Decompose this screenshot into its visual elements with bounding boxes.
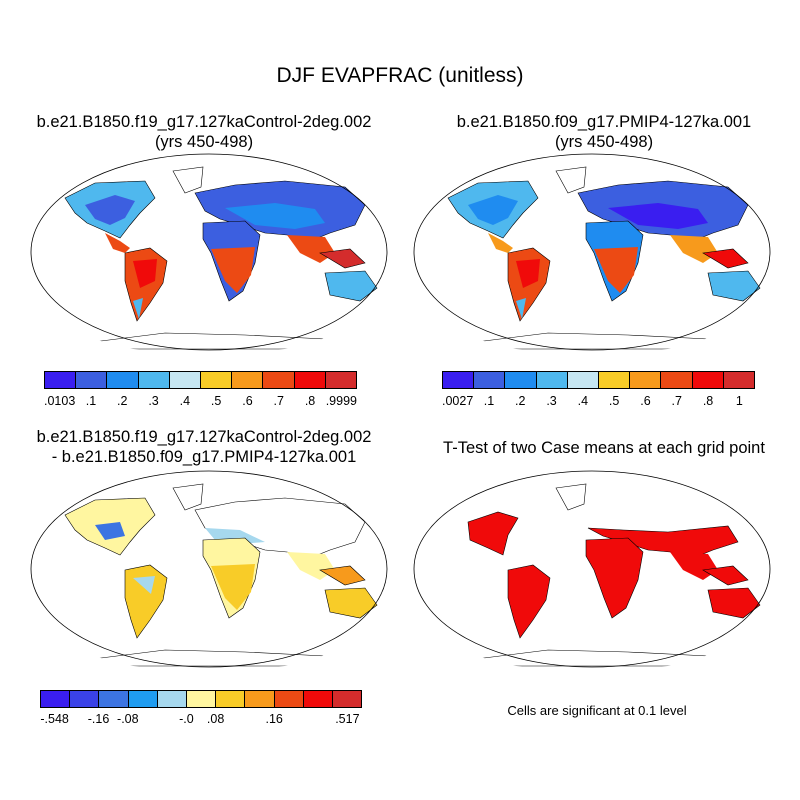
colorbar-pmip4-label: .8: [702, 394, 714, 408]
colorbar-pmip4-label: .7: [671, 394, 682, 408]
map-pmip4-svg: [413, 153, 771, 351]
colorbar-pmip4-label: .2: [515, 394, 526, 408]
colorbar-control-label: .3: [148, 394, 159, 408]
colorbar-difference-swatch: [274, 691, 304, 707]
colorbar-difference-swatch: [216, 691, 246, 707]
colorbar-difference-label: .08: [206, 712, 225, 726]
colorbar-pmip4-swatch: [723, 372, 755, 388]
colorbar-control-swatch: [201, 372, 233, 388]
map-control: [25, 153, 393, 351]
colorbar-difference-swatch: [332, 691, 362, 707]
colorbar-difference-swatch: [128, 691, 158, 707]
colorbar-pmip4-label: .4: [577, 394, 589, 408]
colorbar-pmip4-swatch: [599, 372, 631, 388]
panel-title-ttest-line1: T-Test of two Case means at each grid po…: [443, 439, 765, 457]
panel-title-pmip4-line1: b.e21.B1850.f09_g17.PMIP4-127ka.001: [456, 113, 752, 131]
panel-title-difference-line2: - b.e21.B1850.f09_g17.PMIP4-127ka.001: [51, 448, 357, 466]
map-pmip4: [408, 153, 776, 351]
colorbar-control-label: .6: [242, 394, 253, 408]
colorbar-pmip4-swatch: [474, 372, 506, 388]
colorbar-difference-swatch: [99, 691, 129, 707]
colorbar-control-swatch: [325, 372, 357, 388]
colorbar-difference-swatch: [303, 691, 333, 707]
map-difference-svg: [30, 470, 388, 668]
colorbar-pmip4-swatch: [692, 372, 724, 388]
colorbar-difference-swatch: [41, 691, 71, 707]
colorbar-control-swatch: [232, 372, 264, 388]
panel-title-control-line1: b.e21.B1850.f19_g17.127kaControl-2deg.00…: [36, 113, 372, 131]
colorbar-control-swatch: [76, 372, 108, 388]
colorbar-pmip4: [442, 371, 755, 389]
map-control-svg: [30, 153, 388, 351]
colorbar-difference-swatch: [245, 691, 275, 707]
colorbar-pmip4-label: .6: [640, 394, 651, 408]
colorbar-pmip4-swatch: [443, 372, 475, 388]
colorbar-pmip4-label: .0027: [442, 394, 474, 408]
colorbar-pmip4-swatch: [536, 372, 568, 388]
colorbar-difference-swatch: [186, 691, 217, 707]
colorbar-pmip4-swatch: [630, 372, 662, 388]
colorbar-pmip4-label: .3: [546, 394, 557, 408]
panel-title-difference: b.e21.B1850.f19_g17.127kaControl-2deg.00…: [8, 427, 400, 467]
colorbar-difference-label: -.16: [87, 712, 110, 726]
colorbar-difference-label: -.08: [117, 712, 139, 726]
colorbar-control-label: .0103: [44, 394, 76, 408]
colorbar-difference-label: -.548: [40, 712, 69, 726]
colorbar-difference-swatch: [157, 691, 187, 707]
colorbar-control-swatch: [138, 372, 170, 388]
colorbar-difference-swatch: [70, 691, 100, 707]
colorbar-pmip4-swatch: [505, 372, 537, 388]
map-ttest-svg: [413, 470, 771, 668]
colorbar-control-label: .2: [117, 394, 128, 408]
panel-title-control: b.e21.B1850.f19_g17.127kaControl-2deg.00…: [8, 112, 400, 152]
colorbar-control-label: .4: [179, 394, 191, 408]
colorbar-control-swatch: [169, 372, 202, 388]
colorbar-pmip4-label: .1: [483, 394, 495, 408]
map-difference: [25, 470, 393, 668]
colorbar-control-swatch: [45, 372, 77, 388]
colorbar-difference: [40, 690, 362, 708]
panel-title-ttest: T-Test of two Case means at each grid po…: [408, 438, 800, 458]
colorbar-pmip4-swatch: [567, 372, 600, 388]
colorbar-control-swatch: [263, 372, 295, 388]
colorbar-control-label: .1: [85, 394, 97, 408]
colorbar-pmip4-label: .5: [608, 394, 620, 408]
colorbar-pmip4-label: 1: [735, 394, 743, 408]
colorbar-pmip4-labels: .0027 .1 .2 .3 .4 .5 .6 .7 .8 1: [442, 394, 755, 410]
colorbar-difference-labels: -.548 -.16 -.08 -.0 .08 .16 .517: [40, 712, 362, 728]
colorbar-control-label: .7: [273, 394, 284, 408]
colorbar-control-label: .9999: [325, 394, 357, 408]
colorbar-difference-label: .517: [335, 712, 360, 726]
significance-note: Cells are significant at 0.1 level: [507, 703, 687, 718]
colorbar-control-label: .5: [210, 394, 222, 408]
colorbar-difference-label: .16: [265, 712, 283, 726]
colorbar-difference-label: -.0: [179, 712, 194, 726]
colorbar-control-labels: .0103 .1 .2 .3 .4 .5 .6 .7 .8 .9999: [44, 394, 357, 410]
colorbar-control-label: .8: [304, 394, 316, 408]
figure-title: DJF EVAPFRAC (unitless): [276, 64, 524, 87]
panel-title-control-line2: (yrs 450-498): [154, 133, 254, 151]
colorbar-control-swatch: [107, 372, 139, 388]
colorbar-control: [44, 371, 357, 389]
panel-title-pmip4-line2: (yrs 450-498): [554, 133, 654, 151]
colorbar-pmip4-swatch: [661, 372, 693, 388]
panel-title-difference-line1: b.e21.B1850.f19_g17.127kaControl-2deg.00…: [36, 428, 372, 446]
colorbar-control-swatch: [294, 372, 326, 388]
map-ttest: [408, 470, 776, 668]
panel-title-pmip4: b.e21.B1850.f09_g17.PMIP4-127ka.001 (yrs…: [408, 112, 800, 152]
